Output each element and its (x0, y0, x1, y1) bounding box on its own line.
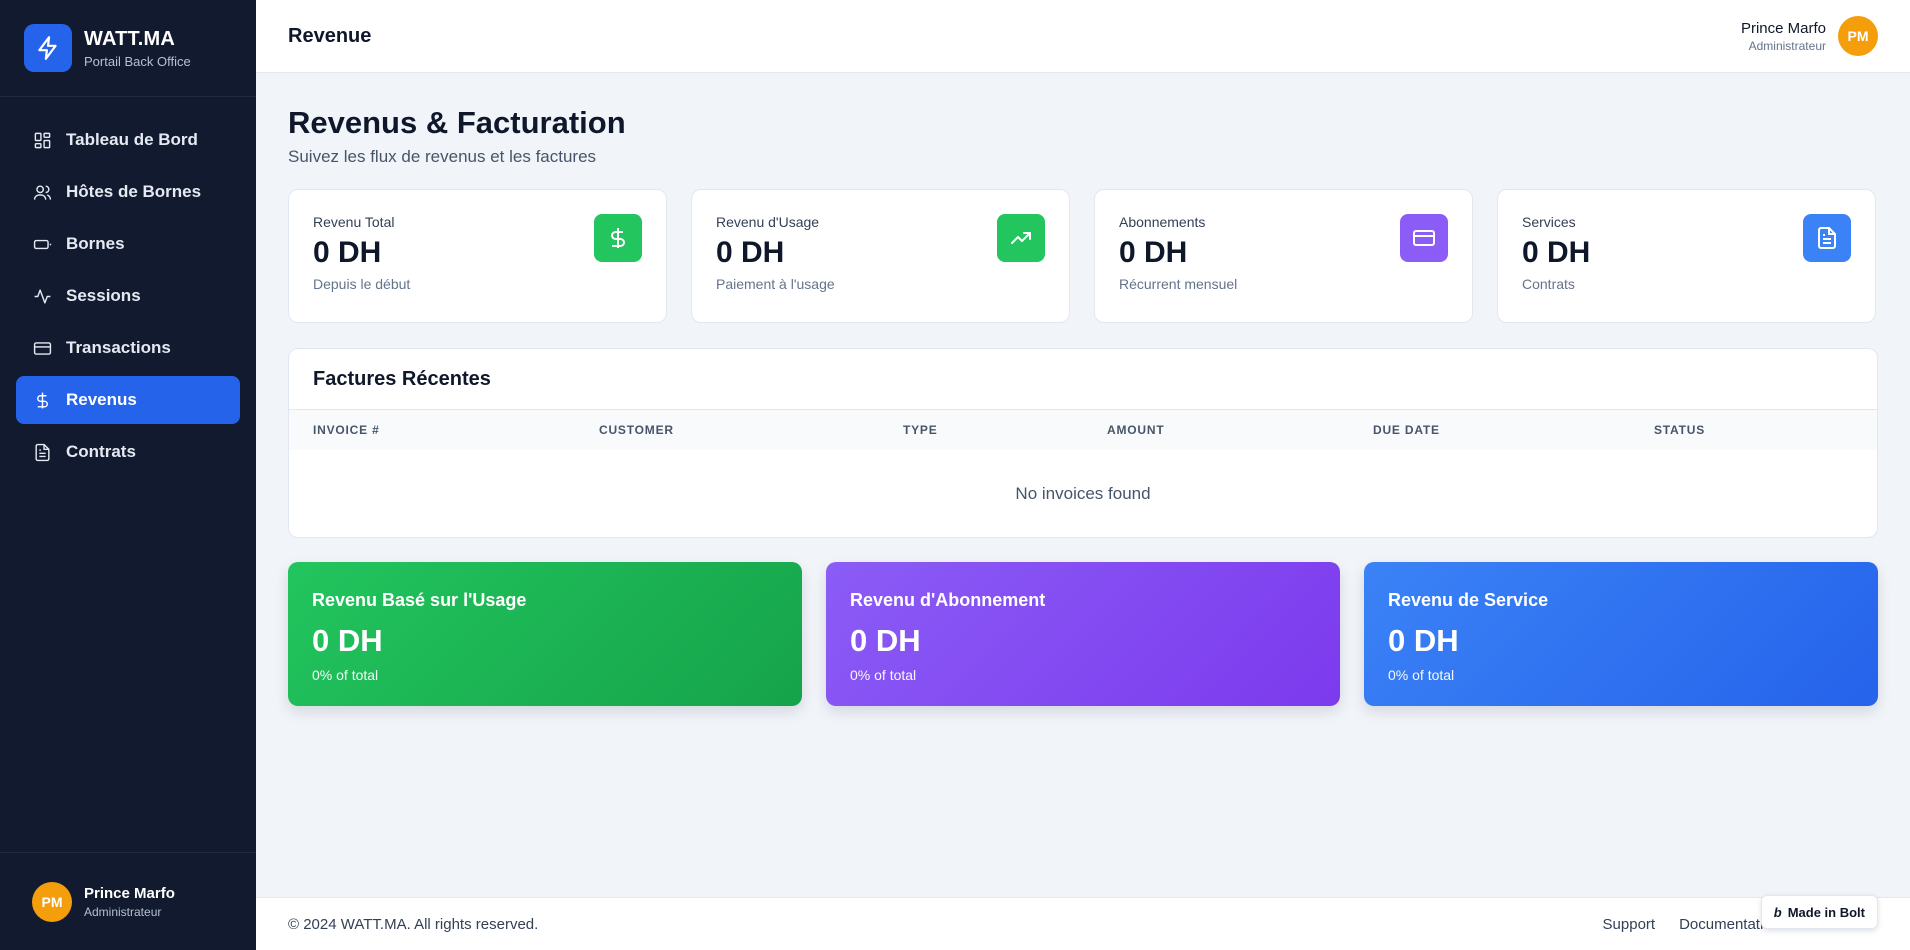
sidebar-item-transactions[interactable]: Transactions (16, 324, 240, 372)
sidebar-item-label: Bornes (66, 234, 125, 253)
column-header-amount[interactable]: AMOUNT (1107, 423, 1165, 437)
dollar-icon (32, 390, 52, 410)
user-name: Prince Marfo (84, 884, 175, 902)
summary-value: 0 DH (850, 623, 921, 658)
bolt-logo-icon: b (1773, 904, 1782, 920)
stat-desc: Paiement à l'usage (716, 276, 835, 292)
stat-card-usage-revenue: Revenu d'Usage 0 DH Paiement à l'usage (691, 189, 1070, 323)
sidebar-item-tableau-de-bord[interactable]: Tableau de Bord (16, 116, 240, 164)
stat-desc: Depuis le début (313, 276, 411, 292)
stat-label: Abonnements (1119, 214, 1206, 230)
credit-card-icon (1400, 214, 1448, 262)
avatar: PM (32, 881, 72, 922)
brand-title: WATT.MA (84, 27, 176, 50)
column-header-status[interactable]: STATUS (1654, 423, 1706, 437)
credit-card-icon (32, 338, 52, 358)
sidebar-item-bornes[interactable]: Bornes (16, 220, 240, 268)
sidebar-item-contrats[interactable]: Contrats (16, 428, 240, 476)
footer: © 2024 WATT.MA. All rights reserved. Sup… (256, 897, 1910, 950)
avatar[interactable]: PM (1838, 16, 1878, 56)
badge-label: Made in Bolt (1787, 904, 1865, 920)
support-link[interactable]: Support (1602, 915, 1656, 933)
footer-links: Support Documentation (1603, 916, 1780, 933)
sidebar-item-label: Hôtes de Bornes (66, 182, 202, 201)
stats-row: Revenu Total 0 DH Depuis le début Revenu… (288, 189, 1878, 323)
copyright-text: © 2024 WATT.MA. All rights reserved. (288, 915, 539, 933)
section-title: Factures Récentes (289, 349, 1877, 410)
header-user-name: Prince Marfo (1740, 19, 1826, 37)
column-header-customer[interactable]: CUSTOMER (599, 423, 674, 437)
documentation-link[interactable]: Documentation (1679, 915, 1780, 933)
column-header-type[interactable]: TYPE (903, 423, 938, 437)
revenue-summary-row: Revenu Basé sur l'Usage 0 DH 0% of total… (288, 562, 1878, 706)
top-header: Revenue Prince Marfo Administrateur PM (256, 0, 1910, 73)
page-title: Revenus & Facturation (288, 105, 626, 140)
stat-label: Services (1522, 214, 1576, 230)
sidebar-item-hotes-de-bornes[interactable]: Hôtes de Bornes (16, 168, 240, 216)
summary-title: Revenu d'Abonnement (850, 590, 1046, 610)
sidebar-user[interactable]: PM Prince Marfo Administrateur (0, 852, 256, 950)
summary-title: Revenu de Service (1388, 590, 1549, 610)
sidebar: WATT.MA Portail Back Office Tableau de B… (0, 0, 256, 950)
activity-icon (32, 286, 52, 306)
header-user-role: Administrateur (1748, 38, 1826, 53)
main-content: Revenus & Facturation Suivez les flux de… (288, 73, 1878, 706)
summary-percent: 0% of total (312, 667, 379, 683)
sidebar-item-label: Tableau de Bord (66, 130, 198, 149)
header-user-menu[interactable]: Prince Marfo Administrateur PM (1741, 16, 1878, 56)
brand: WATT.MA Portail Back Office (0, 0, 256, 97)
stat-value: 0 DH (1522, 236, 1591, 269)
summary-value: 0 DH (1388, 623, 1459, 658)
users-icon (32, 182, 52, 202)
column-header-due-date[interactable]: DUE DATE (1373, 423, 1440, 437)
trending-up-icon (997, 214, 1045, 262)
summary-percent: 0% of total (1388, 667, 1455, 683)
stat-label: Revenu d'Usage (716, 214, 820, 230)
column-header-invoice[interactable]: INVOICE # (313, 423, 380, 437)
sidebar-item-sessions[interactable]: Sessions (16, 272, 240, 320)
table-header: INVOICE # CUSTOMER TYPE AMOUNT DUE DATE … (289, 410, 1877, 450)
summary-percent: 0% of total (850, 667, 917, 683)
page-subtitle: Suivez les flux de revenus et les factur… (288, 147, 597, 166)
sidebar-nav: Tableau de Bord Hôtes de Bornes Bornes S… (0, 97, 256, 476)
lightning-icon (24, 24, 72, 72)
sidebar-item-label: Transactions (66, 338, 171, 357)
recent-invoices-panel: Factures Récentes INVOICE # CUSTOMER TYP… (288, 348, 1878, 538)
dashboard-grid-icon (32, 130, 52, 150)
made-in-bolt-badge[interactable]: b Made in Bolt (1760, 895, 1878, 929)
brand-subtitle: Portail Back Office (84, 53, 191, 69)
summary-value: 0 DH (312, 623, 383, 658)
stat-desc: Contrats (1522, 276, 1575, 292)
dollar-icon (594, 214, 642, 262)
summary-card-subscription: Revenu d'Abonnement 0 DH 0% of total (826, 562, 1340, 706)
empty-state-message: No invoices found (1015, 484, 1151, 503)
battery-icon (32, 234, 52, 254)
stat-card-subscriptions: Abonnements 0 DH Récurrent mensuel (1094, 189, 1473, 323)
summary-card-usage: Revenu Basé sur l'Usage 0 DH 0% of total (288, 562, 802, 706)
stat-value: 0 DH (716, 236, 785, 269)
stat-desc: Récurrent mensuel (1119, 276, 1238, 292)
sidebar-item-label: Sessions (66, 286, 141, 305)
stat-card-services: Services 0 DH Contrats (1497, 189, 1876, 323)
file-text-icon (1803, 214, 1851, 262)
stat-card-total-revenue: Revenu Total 0 DH Depuis le début (288, 189, 667, 323)
stat-label: Revenu Total (313, 214, 395, 230)
summary-title: Revenu Basé sur l'Usage (312, 590, 527, 610)
sidebar-item-label: Revenus (66, 390, 137, 409)
file-text-icon (32, 442, 52, 462)
sidebar-item-label: Contrats (66, 442, 136, 461)
header-title: Revenue (288, 24, 372, 47)
sidebar-item-revenus[interactable]: Revenus (16, 376, 240, 424)
summary-card-service: Revenu de Service 0 DH 0% of total (1364, 562, 1878, 706)
stat-value: 0 DH (1119, 236, 1188, 269)
user-role: Administrateur (84, 904, 162, 919)
stat-value: 0 DH (313, 236, 382, 269)
